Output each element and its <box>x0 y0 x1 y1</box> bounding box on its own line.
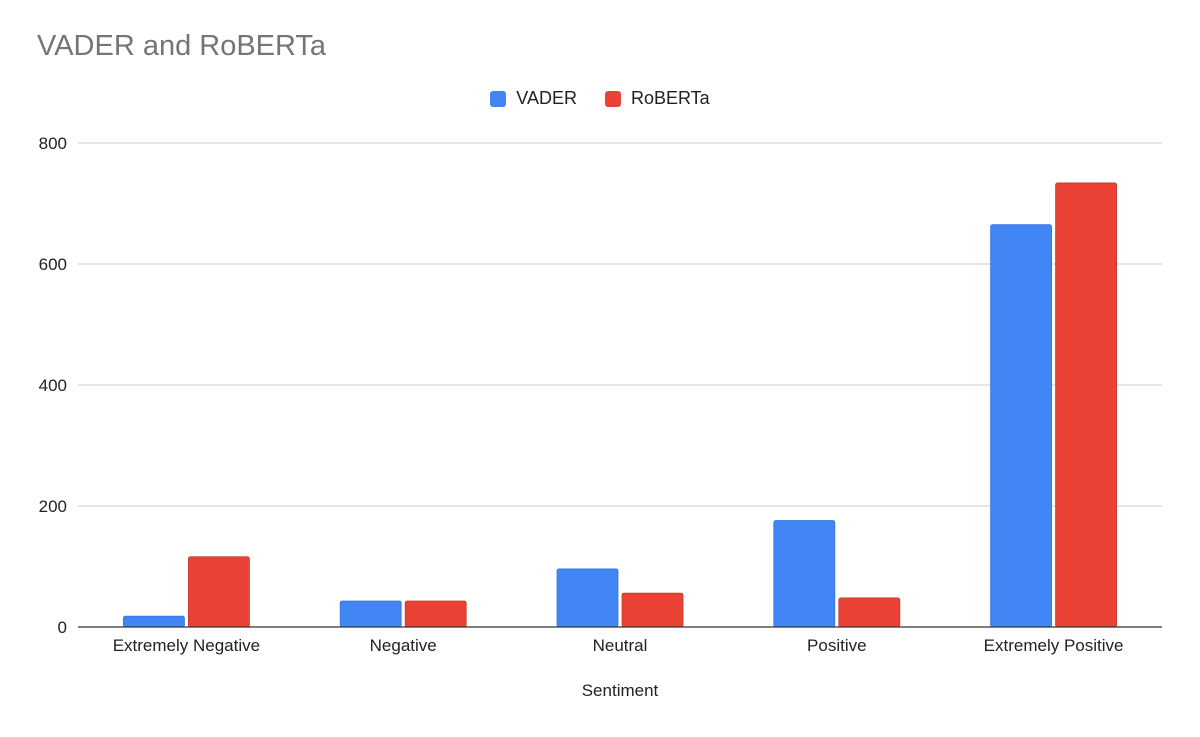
legend-item-vader[interactable]: VADER <box>490 88 577 109</box>
legend-label-vader: VADER <box>516 88 577 108</box>
legend: VADER RoBERTa <box>0 88 1200 109</box>
y-tick-label: 0 <box>58 618 67 637</box>
x-tick-label: Positive <box>807 636 867 655</box>
bar-vader-extremely-negative[interactable] <box>123 615 185 628</box>
bar-roberta-extremely-positive[interactable] <box>1055 182 1117 628</box>
x-axis-title: Sentiment <box>582 681 659 700</box>
x-tick-label: Extremely Negative <box>113 636 260 655</box>
gridlines <box>78 142 1162 507</box>
bars <box>123 182 1117 628</box>
bar-vader-extremely-positive[interactable] <box>990 224 1052 628</box>
axes: 0 200 400 600 800 Extremely Negative Negative N… <box>39 134 1162 655</box>
bar-vader-positive[interactable] <box>773 520 836 628</box>
legend-item-roberta[interactable]: RoBERTa <box>604 88 710 109</box>
y-tick-label: 800 <box>39 134 67 153</box>
bar-vader-negative[interactable] <box>339 600 402 628</box>
bar-roberta-positive[interactable] <box>838 597 901 628</box>
x-tick-label: Neutral <box>593 636 648 655</box>
y-tick-label: 400 <box>39 376 67 395</box>
y-tick-label: 200 <box>39 497 67 516</box>
x-tick-label: Negative <box>370 636 437 655</box>
y-tick-label: 600 <box>39 255 67 274</box>
x-tick-label: Extremely Positive <box>984 636 1124 655</box>
legend-label-roberta: RoBERTa <box>630 88 710 108</box>
legend-swatch-roberta <box>604 90 621 107</box>
bar-roberta-neutral[interactable] <box>621 592 684 628</box>
bar-roberta-negative[interactable] <box>404 600 467 628</box>
legend-swatch-vader <box>490 90 507 107</box>
bar-roberta-extremely-negative[interactable] <box>187 556 250 628</box>
bar-vader-neutral[interactable] <box>556 568 619 628</box>
chart-title: VADER and RoBERTa <box>37 30 327 62</box>
